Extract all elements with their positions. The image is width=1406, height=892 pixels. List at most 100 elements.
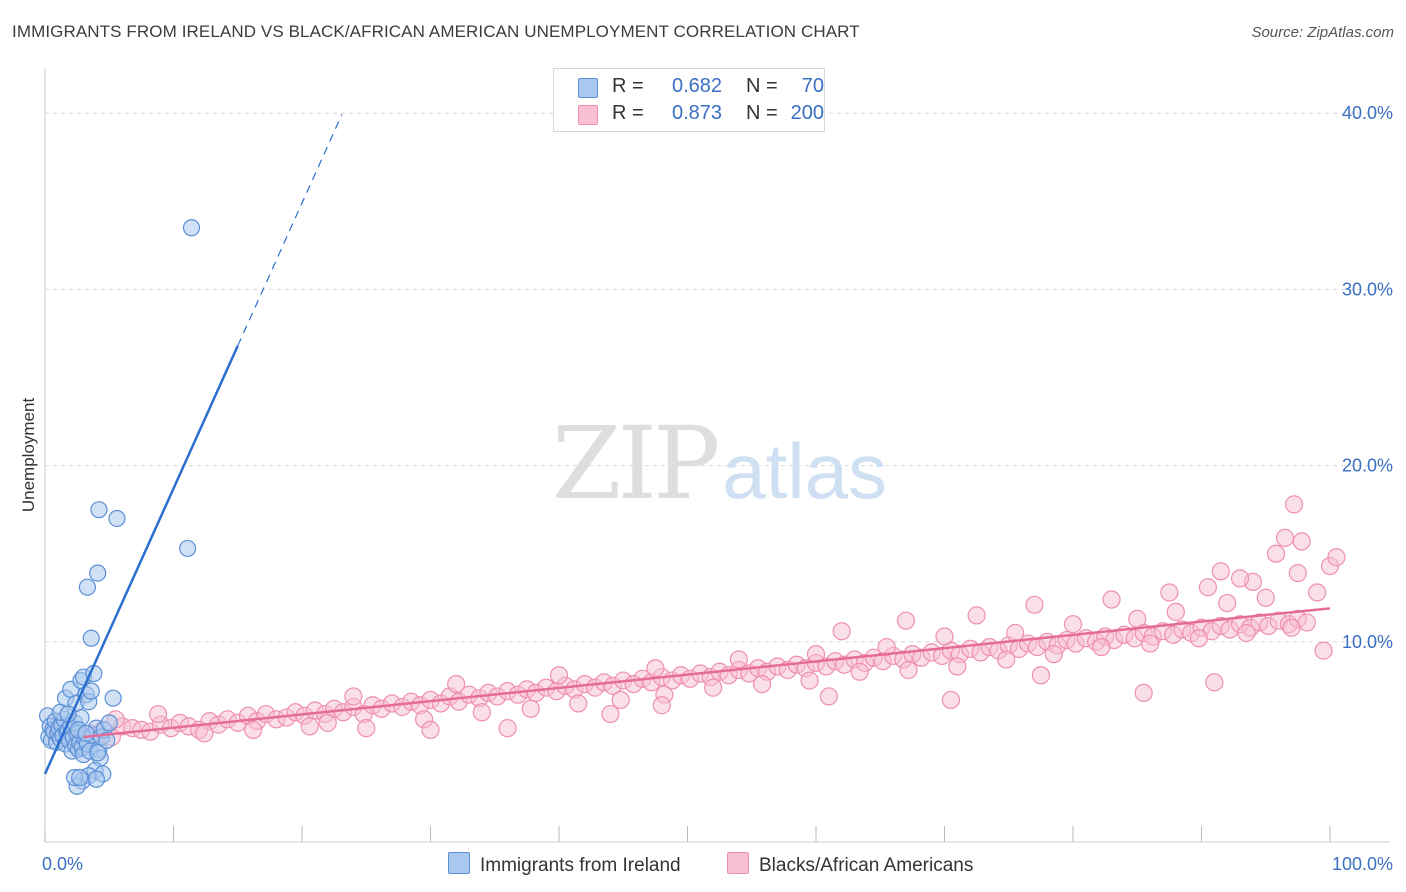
pink-point-164 — [1218, 593, 1237, 613]
pink-point-182 — [1327, 548, 1346, 567]
pink-point-146 — [1044, 645, 1063, 664]
pink-point-168 — [896, 611, 916, 630]
pink-point-141 — [800, 671, 819, 690]
watermark-atlas: atlas — [722, 427, 888, 515]
pink-point-179 — [1266, 544, 1286, 563]
pink-point-150 — [1237, 623, 1256, 643]
legend-swatch-blue — [448, 852, 470, 874]
r-label: R = — [612, 75, 644, 97]
pink-point-167 — [832, 622, 851, 641]
trend-lines — [43, 114, 1331, 775]
pink-point-148 — [1140, 634, 1160, 653]
blue-point-60 — [71, 768, 89, 787]
legend-label-black: Blacks/African Americans — [759, 855, 974, 876]
series-immigrants-from-ireland — [38, 219, 201, 795]
blue-point-61 — [87, 770, 106, 788]
legend-swatch-pink — [727, 852, 749, 874]
blue-point-62 — [82, 629, 100, 647]
r-value: 0.873 — [672, 102, 723, 124]
pink-point-187 — [1031, 666, 1050, 685]
blue-point-69 — [182, 219, 201, 237]
pink-point-158 — [877, 637, 896, 657]
pink-point-152 — [344, 687, 363, 706]
pink-point-157 — [806, 645, 826, 664]
pink-point-153 — [447, 674, 466, 694]
pink-point-154 — [549, 666, 569, 685]
legend-swatch-blue — [578, 78, 598, 98]
pink-point-185 — [1205, 673, 1224, 692]
pink-point-163 — [1166, 602, 1185, 621]
blue-point-68 — [77, 724, 95, 743]
series-blacks-african-americans — [80, 495, 1346, 747]
pink-point-192 — [498, 719, 517, 738]
pink-point-129 — [195, 724, 214, 743]
pink-point-183 — [1284, 495, 1304, 514]
pink-point-193 — [421, 720, 440, 740]
pink-point-147 — [1092, 637, 1111, 657]
pink-point-156 — [729, 650, 749, 669]
pink-point-137 — [611, 690, 630, 710]
y-tick-label-1: 20.0% — [1342, 456, 1393, 476]
pink-point-161 — [1063, 615, 1083, 634]
x-tick-label-end: 100.0% — [1332, 854, 1393, 874]
pink-point-131 — [300, 717, 319, 736]
pink-point-165 — [1256, 588, 1275, 607]
pink-point-142 — [850, 662, 869, 681]
trend-line-ireland — [43, 345, 239, 775]
y-tick-label-0: 10.0% — [1342, 632, 1393, 652]
legend-item-black[interactable]: Blacks/African Americans — [727, 852, 973, 877]
trend-line-blacks — [83, 607, 1331, 739]
pink-point-128 — [148, 704, 168, 724]
blue-point-59 — [104, 689, 122, 707]
legend-item-ireland[interactable]: Immigrants from Ireland — [448, 852, 681, 877]
pink-point-145 — [997, 650, 1016, 669]
pink-point-175 — [1288, 563, 1307, 583]
blue-point-63 — [78, 578, 97, 596]
pink-point-181 — [1292, 532, 1311, 551]
r-value: 0.682 — [672, 75, 723, 97]
blue-point-58 — [100, 714, 118, 732]
pink-point-186 — [1134, 683, 1153, 703]
pink-point-134 — [472, 703, 491, 722]
blue-point-64 — [89, 564, 107, 582]
pink-point-177 — [1211, 562, 1230, 581]
pink-point-139 — [704, 678, 723, 697]
series-legend: Immigrants from Ireland Blacks/African A… — [0, 852, 1406, 878]
watermark: ZIPatlas — [552, 405, 887, 522]
pink-point-188 — [941, 690, 961, 710]
pink-point-149 — [1189, 629, 1209, 648]
pink-point-189 — [819, 687, 838, 706]
pink-point-191 — [601, 704, 620, 724]
y-tick-label-2: 30.0% — [1342, 279, 1393, 299]
blue-point-49 — [98, 731, 116, 750]
pink-point-173 — [1198, 578, 1218, 597]
pink-point-166 — [1308, 583, 1327, 602]
n-value: 200 — [790, 102, 824, 124]
trend-line-ireland-extension — [237, 114, 343, 347]
source-credit: Source: ZipAtlas.com — [1251, 24, 1394, 41]
tick-labels: 10.0% 20.0% 30.0% 40.0% 0.0% 100.0% — [42, 103, 1393, 874]
blue-point-66 — [108, 509, 126, 528]
pink-point-194 — [318, 713, 337, 732]
pink-point-172 — [1160, 583, 1179, 602]
n-label: N = — [746, 75, 778, 97]
pink-point-170 — [1025, 595, 1044, 614]
pink-point-144 — [948, 657, 967, 676]
pink-point-169 — [967, 606, 986, 625]
blue-point-56 — [89, 744, 107, 762]
pink-point-155 — [646, 659, 665, 678]
y-axis-label: Unemployment — [19, 398, 38, 513]
grid-lines — [45, 112, 1390, 643]
r-label: R = — [612, 102, 644, 124]
pink-point-178 — [1230, 569, 1250, 588]
chart-title: IMMIGRANTS FROM IRELAND VS BLACK/AFRICAN… — [12, 22, 860, 41]
pink-point-180 — [1275, 528, 1295, 547]
legend-label-ireland: Immigrants from Ireland — [480, 855, 681, 876]
pink-point-135 — [521, 699, 540, 718]
pink-point-126 — [1297, 613, 1316, 632]
pink-point-143 — [899, 660, 918, 680]
pink-point-184 — [1314, 641, 1333, 660]
n-value: 70 — [801, 75, 824, 97]
pink-point-151 — [1282, 618, 1301, 637]
